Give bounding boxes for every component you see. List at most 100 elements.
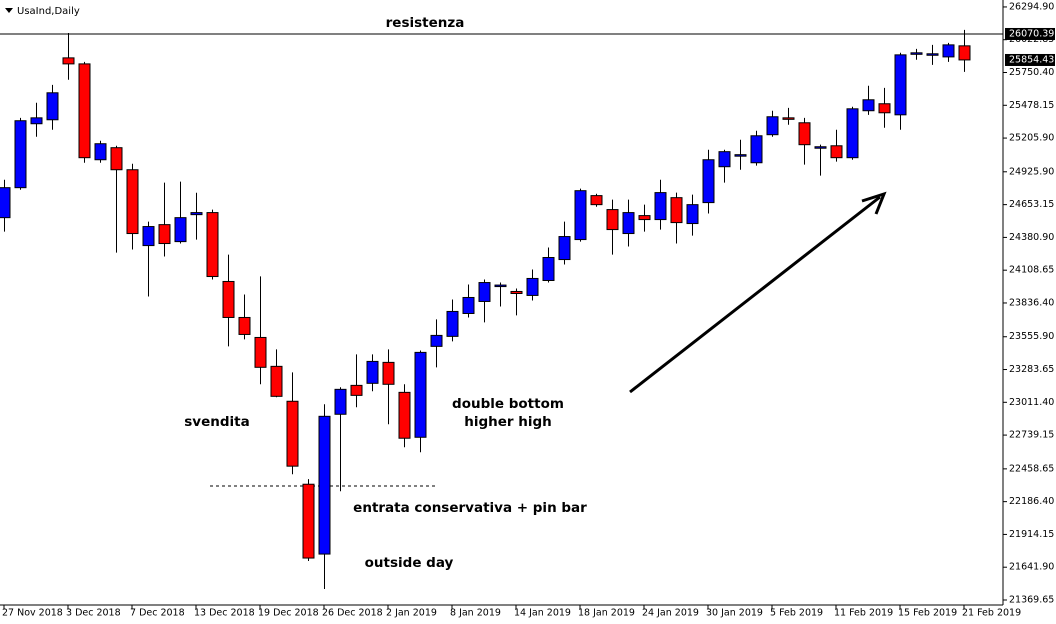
x-tick-label: 24 Jan 2019 (642, 608, 699, 619)
candle-body (750, 135, 763, 164)
x-tick-label: 18 Jan 2019 (578, 608, 635, 619)
x-tick-label: 5 Feb 2019 (770, 608, 823, 619)
candle-body (942, 44, 955, 58)
candle-body (334, 388, 347, 415)
x-tick-label: 21 Feb 2019 (962, 608, 1021, 619)
candle-body (782, 117, 795, 120)
candle-body (366, 360, 379, 384)
candle-body (238, 316, 251, 335)
x-tick-label: 27 Nov 2018 (2, 608, 63, 619)
candle-body (798, 122, 811, 146)
candle-body (814, 146, 827, 149)
candle-body (222, 280, 235, 318)
y-tick-label: 22458.65 (1009, 463, 1054, 474)
y-tick-label: 24108.65 (1009, 265, 1054, 276)
candle-body (718, 151, 731, 168)
candle-body (78, 63, 91, 159)
x-tick-label: 19 Dec 2018 (258, 608, 319, 619)
price-marker-label: 25854.43 (1009, 54, 1054, 65)
candle-body (398, 391, 411, 439)
y-tick-label: 23011.40 (1009, 397, 1054, 408)
candle-body (846, 108, 859, 159)
candle-body (14, 120, 27, 189)
annotation: svendita (184, 414, 249, 430)
y-tick-label: 23836.40 (1009, 297, 1054, 308)
candle-body (478, 282, 491, 302)
y-tick-label: 23555.90 (1009, 331, 1054, 342)
candle-body (414, 351, 427, 438)
candle-body (462, 296, 475, 314)
candle-body (878, 103, 891, 114)
x-tick-label: 11 Feb 2019 (834, 608, 893, 619)
candle-body (110, 147, 123, 171)
trend-arrow-head (861, 191, 887, 215)
x-tick-label: 14 Jan 2019 (514, 608, 571, 619)
price-marker-box (1005, 53, 1055, 66)
x-tick-label: 30 Jan 2019 (706, 608, 763, 619)
candle-body (926, 53, 939, 56)
candle-body (702, 159, 715, 204)
candle-body (286, 400, 299, 467)
y-tick-label: 24925.90 (1009, 166, 1054, 177)
candle-body (830, 145, 843, 159)
chart-title: UsaInd,Daily (17, 6, 80, 17)
candle-body (510, 290, 523, 295)
y-tick-label: 21641.90 (1009, 562, 1054, 573)
annotation: entrata conservativa + pin bar (353, 500, 587, 516)
candle-body (430, 334, 443, 347)
annotation: resistenza (386, 15, 465, 31)
price-marker-box (1005, 27, 1055, 40)
candle-body (734, 154, 747, 157)
candle-body (958, 45, 971, 61)
candle-body (142, 226, 155, 247)
candle-body (46, 92, 59, 121)
candle-body (94, 143, 107, 161)
x-tick-label: 7 Dec 2018 (130, 608, 185, 619)
candle-body (30, 117, 43, 125)
candle-body (894, 54, 907, 116)
candle-body (254, 336, 267, 368)
candle-body (494, 284, 507, 288)
x-tick-label: 2 Jan 2019 (386, 608, 437, 619)
y-tick-label: 25750.40 (1009, 67, 1054, 78)
candle-body (350, 384, 363, 396)
candle-body (766, 116, 779, 136)
candle-body (862, 99, 875, 112)
x-tick-label: 8 Jan 2019 (450, 608, 501, 619)
candle-body (638, 215, 651, 221)
candle-body (270, 365, 283, 397)
candle-body (302, 483, 315, 559)
x-tick-label: 15 Feb 2019 (898, 608, 957, 619)
y-tick-label: 23283.65 (1009, 364, 1054, 375)
y-tick-label: 26294.90 (1009, 1, 1054, 12)
candle-body (526, 277, 539, 296)
candle-body (0, 187, 11, 219)
candle-body (574, 190, 587, 241)
y-tick-label: 25205.90 (1009, 133, 1054, 144)
candle-body (558, 236, 571, 261)
x-tick-label: 13 Dec 2018 (194, 608, 255, 619)
title-icon (5, 8, 13, 13)
candle-body (590, 195, 603, 206)
candle-body (126, 169, 139, 235)
candle-body (206, 212, 219, 278)
y-tick-label: 24653.15 (1009, 199, 1054, 210)
candle-body (190, 212, 203, 216)
price-marker-label: 26070.39 (1009, 28, 1054, 39)
candle-body (62, 57, 75, 65)
candle-body (382, 361, 395, 385)
y-tick-label: 22739.15 (1009, 430, 1054, 441)
candle-body (670, 197, 683, 224)
y-tick-label: 25478.15 (1009, 100, 1054, 111)
candle-body (910, 52, 923, 55)
candle-body (654, 192, 667, 221)
candle-body (542, 257, 555, 282)
candle-body (174, 217, 187, 243)
candle-body (686, 204, 699, 225)
candle-body (446, 310, 459, 337)
x-tick-label: 26 Dec 2018 (322, 608, 383, 619)
annotation: outside day (365, 555, 454, 571)
annotation: double bottom (452, 396, 564, 412)
y-tick-label: 22186.40 (1009, 496, 1054, 507)
